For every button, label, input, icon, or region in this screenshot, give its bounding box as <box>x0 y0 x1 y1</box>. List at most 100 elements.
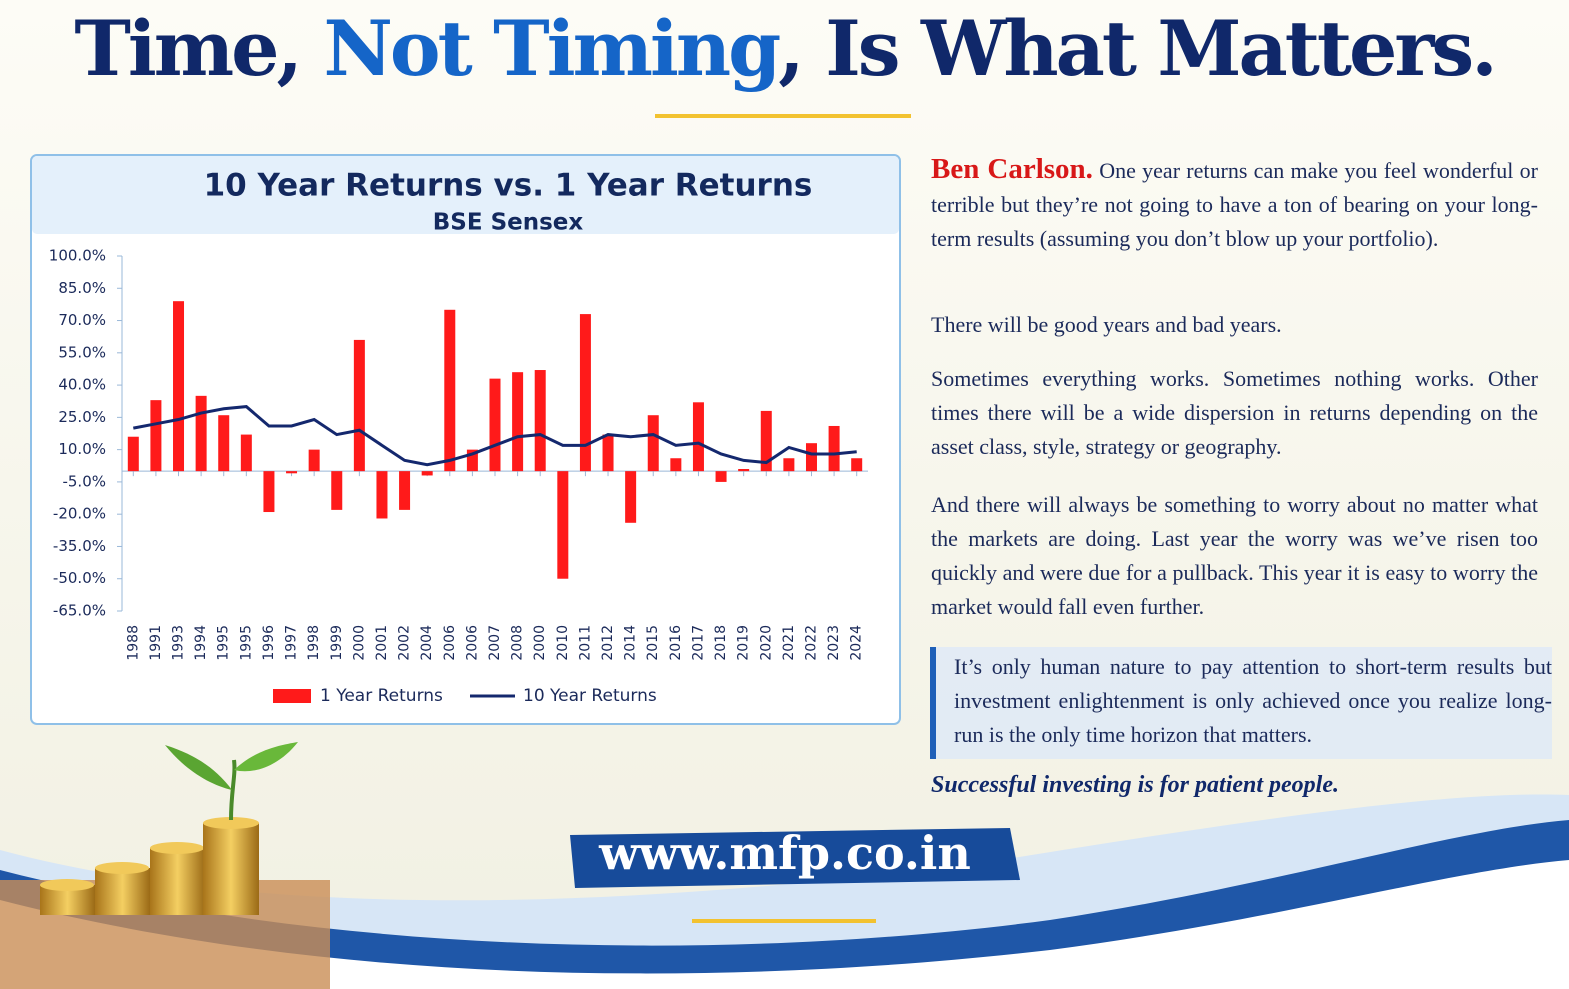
wave-white <box>0 860 1569 989</box>
x-tick-label: 1988 <box>125 625 141 661</box>
bar <box>647 415 659 472</box>
x-tick-label: 2016 <box>668 625 684 661</box>
quote: It’s only human nature to pay attention … <box>930 647 1552 759</box>
bar <box>512 372 524 472</box>
y-tick-label: 70.0% <box>58 311 106 329</box>
bar <box>489 378 501 472</box>
bar <box>783 458 795 472</box>
bar <box>738 469 750 472</box>
bar <box>127 436 139 472</box>
x-tick-label: 1999 <box>329 625 345 661</box>
bar <box>421 471 433 476</box>
headline-highlight: Not Timing <box>323 4 781 93</box>
x-tick-label: 2020 <box>758 625 774 661</box>
bar <box>308 449 320 472</box>
author: Ben Carlson. <box>931 153 1093 185</box>
bar <box>557 471 569 579</box>
x-tick-label: 2000 <box>351 625 367 661</box>
x-tick-label: 1997 <box>284 625 300 661</box>
y-tick-label: 40.0% <box>58 376 106 394</box>
bar <box>715 471 727 482</box>
x-tick-label: 2023 <box>826 625 842 661</box>
x-tick-label: 1996 <box>261 625 277 661</box>
bar <box>534 370 546 472</box>
headline-part: Time, <box>74 4 324 93</box>
x-tick-label: 1998 <box>306 625 322 661</box>
paragraph: Sometimes everything works. Sometimes no… <box>931 366 1538 459</box>
chart-subtitle: BSE Sensex <box>433 210 584 236</box>
bar <box>602 434 614 472</box>
y-tick-label: -5.0% <box>62 472 106 490</box>
paragraph: And there will always be something to wo… <box>931 492 1538 619</box>
bar <box>851 458 863 472</box>
title-underline <box>655 114 911 118</box>
x-tick-label: 2022 <box>803 625 819 661</box>
x-tick-label: 2019 <box>736 625 752 661</box>
y-tick-label: -20.0% <box>53 505 106 523</box>
y-tick-label: -35.0% <box>53 537 106 555</box>
x-tick-label: 1993 <box>171 625 187 661</box>
bar <box>195 395 207 472</box>
intro-paragraph: Ben Carlson. One year returns can make y… <box>931 152 1538 256</box>
x-tick-label: 2000 <box>532 625 548 661</box>
x-tick-label: 2007 <box>487 625 503 661</box>
bar <box>218 415 230 472</box>
x-tick-label: 2008 <box>510 625 526 661</box>
closing-line: Successful investing is for patient peop… <box>931 772 1339 798</box>
bar <box>353 339 365 472</box>
bar <box>399 471 411 510</box>
x-tick-label: 1991 <box>148 625 164 661</box>
x-tick-label: 2004 <box>419 625 435 661</box>
x-tick-label: 1995 <box>238 625 254 661</box>
bar <box>286 471 298 474</box>
legend-label: 10 Year Returns <box>523 686 657 706</box>
bar <box>376 471 388 519</box>
bar <box>692 402 704 472</box>
bar <box>150 400 162 472</box>
bar <box>670 458 682 472</box>
bar <box>828 425 840 472</box>
line <box>133 405 857 467</box>
bar <box>173 301 185 472</box>
y-tick-label: -50.0% <box>53 569 106 587</box>
url-underline <box>692 919 876 923</box>
bar <box>579 314 591 472</box>
coins <box>40 817 259 915</box>
website: www.mfp.co.in <box>599 826 971 880</box>
y-tick-label: 85.0% <box>58 279 106 297</box>
chart: 10 Year Returns vs. 1 Year Returns BSE S… <box>30 154 901 725</box>
x-tick-label: 2002 <box>397 625 413 661</box>
x-tick-label: 2017 <box>690 625 706 661</box>
x-tick-label: 2011 <box>577 625 593 661</box>
x-tick-label: 2012 <box>600 625 616 661</box>
y-tick-label: 10.0% <box>58 440 106 458</box>
bar <box>760 410 772 472</box>
x-tick-label: 2018 <box>713 625 729 661</box>
x-tick-label: 2015 <box>645 625 661 661</box>
x-tick-label: 1994 <box>193 625 209 661</box>
plant <box>165 742 298 821</box>
bar <box>466 449 478 472</box>
legend-label: 1 Year Returns <box>320 686 443 706</box>
y-tick-label: 55.0% <box>58 343 106 361</box>
bar <box>625 471 637 523</box>
bar <box>444 309 456 472</box>
x-tick-label: 2006 <box>464 625 480 661</box>
x-tick-label: 2024 <box>849 625 865 661</box>
x-tick-label: 2001 <box>374 625 390 661</box>
intro-text: One year returns can make you feel wonde… <box>931 158 1538 251</box>
x-tick-label: 2014 <box>623 625 639 661</box>
paragraph: There will be good years and bad years. <box>931 312 1282 337</box>
chart-title: 10 Year Returns vs. 1 Year Returns <box>204 168 813 204</box>
chart-panel <box>30 154 901 725</box>
url-brush <box>570 828 1020 888</box>
chart-header <box>32 156 899 234</box>
headline: Time, Not Timing, Is What Matters. <box>0 4 1569 93</box>
headline-part: , Is What Matters. <box>778 4 1497 93</box>
x-tick-label: 1995 <box>216 625 232 661</box>
y-tick-label: 100.0% <box>49 247 106 265</box>
x-tick-label: 2021 <box>781 625 797 661</box>
bar <box>331 471 343 510</box>
y-tick-label: -65.0% <box>53 602 106 620</box>
